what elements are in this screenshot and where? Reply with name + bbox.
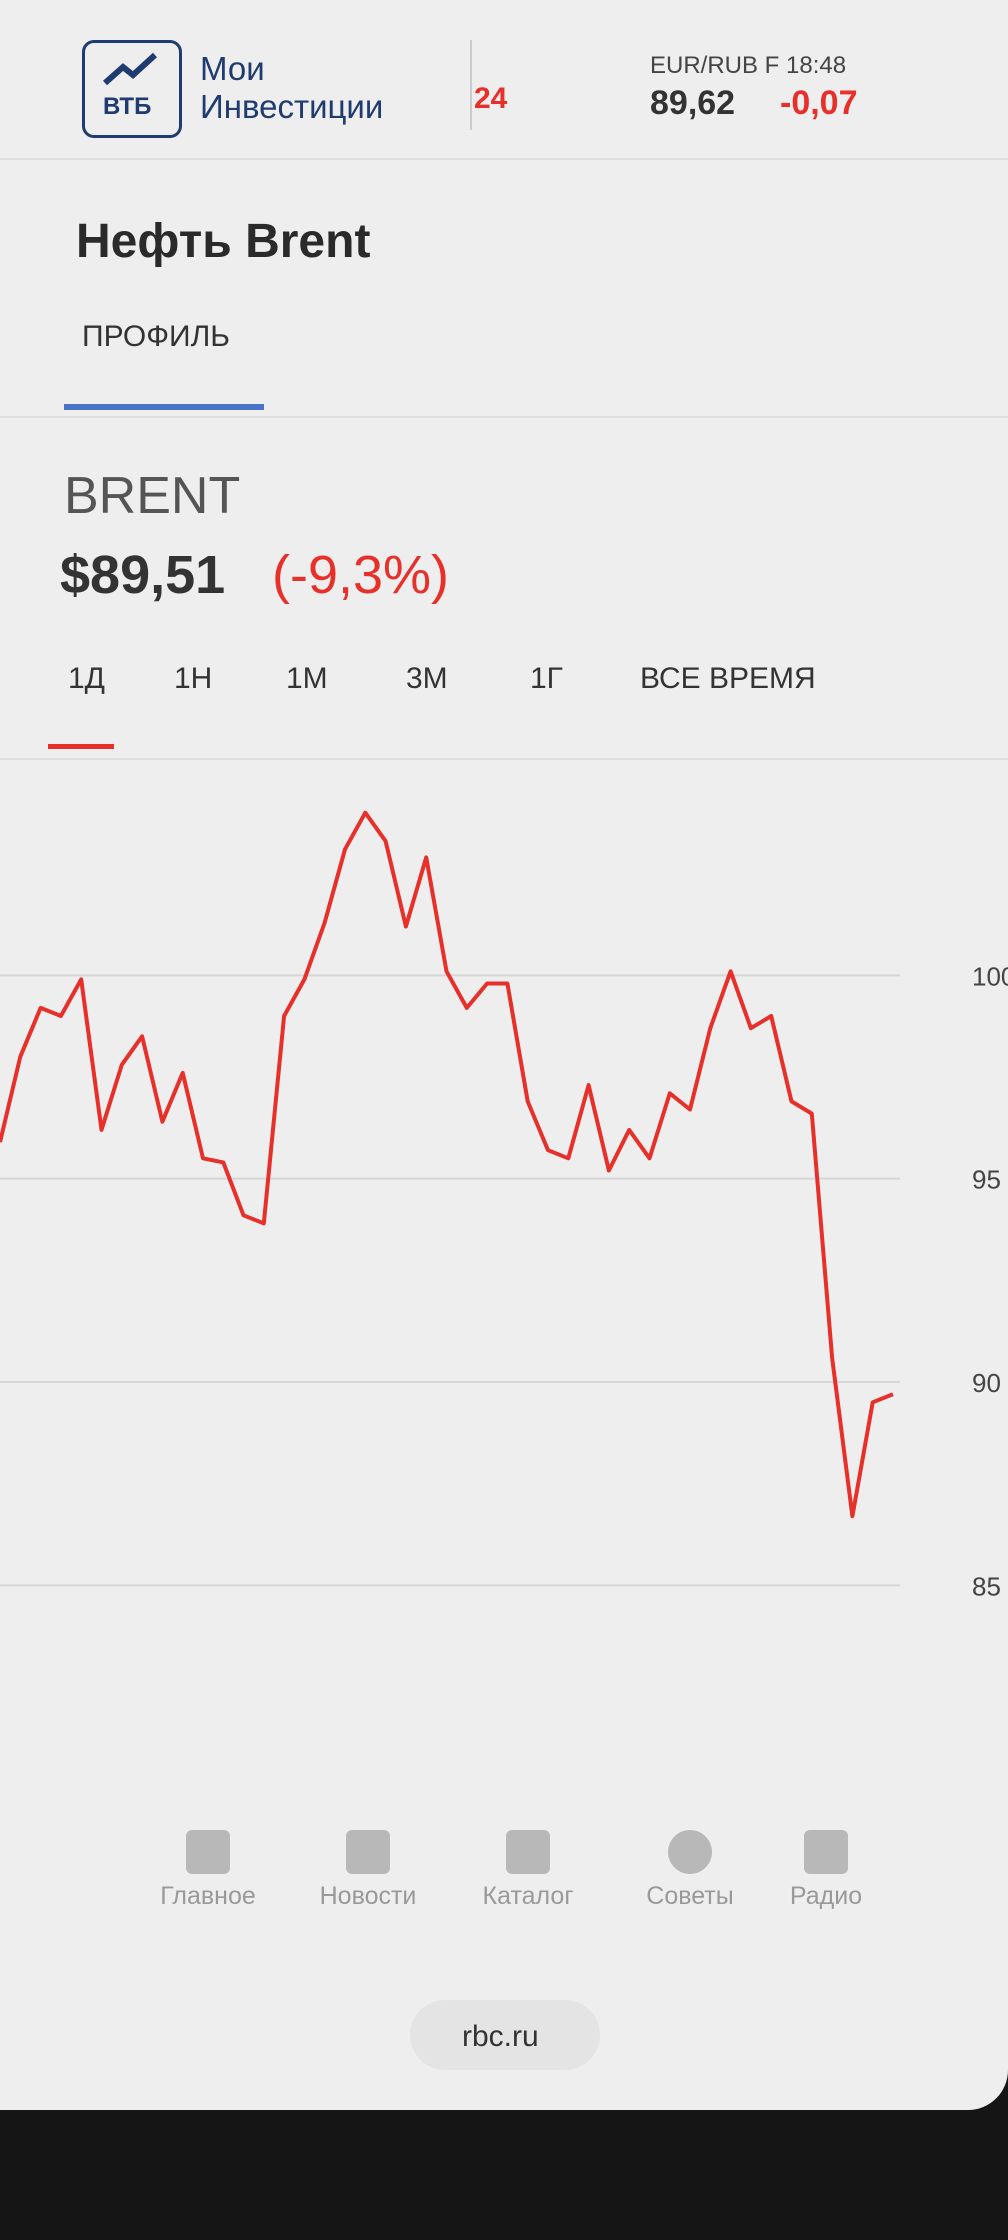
y-tick-label: 85: [972, 1571, 1001, 1601]
nav-label[interactable]: Советы: [646, 1882, 734, 1910]
header: ВТБ Мои Инвестиции 24 EUR/RUB F 18:48 89…: [0, 0, 1008, 160]
url-pill: rbc.ru: [410, 2000, 600, 2070]
nav-label[interactable]: Радио: [789, 1882, 863, 1910]
quote-change: -0,07: [780, 84, 858, 122]
chart: 85 90 95 100: [0, 810, 1008, 1601]
nav-icon[interactable]: [804, 1830, 848, 1874]
logo-text: ВТБ: [103, 93, 152, 120]
app-name: Инвестиции: [200, 88, 384, 125]
url: rbc.ru: [462, 2020, 539, 2053]
nav-icon[interactable]: [186, 1830, 230, 1874]
page-title: Нефть Brent: [76, 215, 371, 268]
divider: [0, 758, 1008, 760]
ticker: BRENT: [64, 467, 241, 525]
y-tick-label: 100: [972, 961, 1008, 991]
y-tick-label: 90: [972, 1368, 1001, 1398]
y-tick-label: 95: [972, 1165, 1001, 1195]
price-line: [0, 810, 894, 1519]
divider: [470, 40, 472, 130]
period-tab[interactable]: 3М: [406, 662, 448, 695]
ticker-value: 24: [474, 82, 508, 115]
period-tab[interactable]: 1Д: [68, 662, 106, 695]
price-change: (-9,3%): [272, 545, 450, 605]
quote-value: 89,62: [650, 84, 736, 122]
period-underline: [48, 744, 114, 749]
nav-icon[interactable]: [668, 1830, 712, 1874]
app-name: Мои: [200, 50, 265, 87]
period-tab[interactable]: 1М: [286, 662, 328, 695]
nav-icon[interactable]: [346, 1830, 390, 1874]
period-tab[interactable]: ВСЕ ВРЕМЯ: [640, 662, 816, 695]
quote-name: EUR/RUB F 18:48: [650, 52, 847, 79]
divider: [0, 416, 1008, 418]
logo-icon: [103, 52, 158, 86]
nav-label[interactable]: Главное: [160, 1882, 256, 1910]
tab-underline: [64, 404, 264, 410]
screen: ВТБ Мои Инвестиции 24 EUR/RUB F 18:48 89…: [0, 0, 1008, 2110]
tab[interactable]: ПРОФИЛЬ: [82, 320, 230, 353]
nav-label[interactable]: Каталог: [482, 1882, 574, 1910]
period-tab[interactable]: 1Г: [530, 662, 563, 695]
nav-icon[interactable]: [506, 1830, 550, 1874]
price: $89,51: [60, 545, 226, 605]
nav-label[interactable]: Новости: [319, 1882, 417, 1910]
period-tab[interactable]: 1Н: [174, 662, 213, 695]
logo[interactable]: ВТБ: [82, 40, 182, 138]
